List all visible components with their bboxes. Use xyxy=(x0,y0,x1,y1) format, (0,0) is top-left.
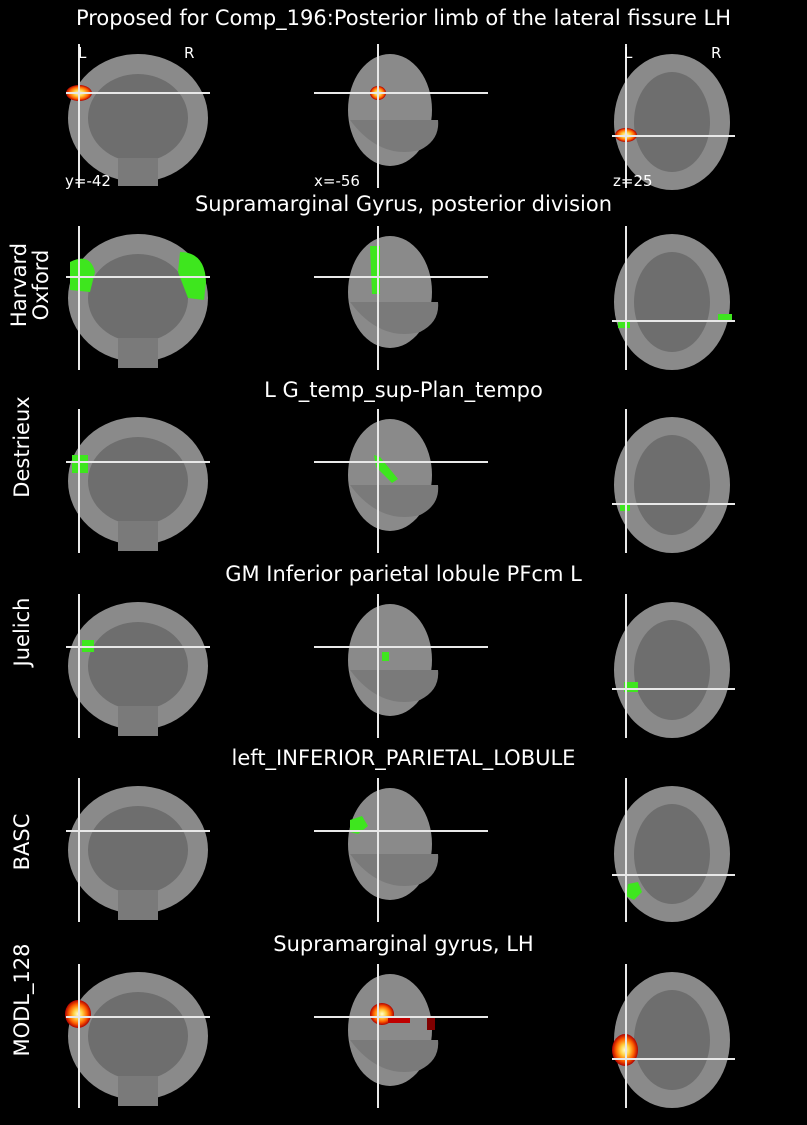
left-label-axial: L xyxy=(624,44,633,62)
sagittal-view xyxy=(314,594,488,738)
y-coordinate: y=-42 xyxy=(65,172,111,190)
coronal-view xyxy=(66,409,210,553)
proposed-component-views xyxy=(66,44,735,190)
x-coordinate: x=-56 xyxy=(314,172,360,190)
atlas-region xyxy=(624,682,638,692)
coronal-view xyxy=(66,594,210,738)
coronal-view xyxy=(66,44,210,188)
atlas-region xyxy=(626,882,642,900)
axial-view xyxy=(612,409,735,553)
harvard-oxford-views xyxy=(66,226,735,370)
sagittal-view xyxy=(314,964,488,1108)
coronal-view xyxy=(66,226,210,370)
right-label-coronal: R xyxy=(184,44,195,62)
axial-view xyxy=(612,226,735,370)
sagittal-view xyxy=(314,226,488,370)
axial-view xyxy=(612,964,735,1108)
row-3-region-label: GM Inferior parietal lobule PFcm L xyxy=(225,562,582,586)
coronal-view xyxy=(65,964,210,1108)
activation-blob xyxy=(427,1016,435,1030)
axial-view xyxy=(612,778,735,922)
coronal-view xyxy=(66,778,210,922)
modl-128-views xyxy=(65,964,735,1108)
basc-views xyxy=(66,778,735,922)
row-2-region-label: L G_temp_sup-Plan_tempo xyxy=(264,378,543,402)
row-5-region-label: Supramarginal gyrus, LH xyxy=(273,932,534,956)
atlas-region xyxy=(350,816,368,834)
sagittal-view xyxy=(314,778,488,922)
juelich-views xyxy=(66,594,735,738)
row-1-region-label: Supramarginal Gyrus, posterior division xyxy=(194,192,613,216)
row-4-region-label: left_INFERIOR_PARIETAL_LOBULE xyxy=(231,746,576,770)
axial-view xyxy=(612,594,735,738)
sagittal-view xyxy=(314,409,488,553)
z-coordinate: z=25 xyxy=(613,172,653,190)
destrieux-views xyxy=(66,409,735,553)
atlas-region xyxy=(618,320,630,328)
right-label-axial: R xyxy=(711,44,722,62)
atlas-region xyxy=(718,314,732,321)
figure-title: Proposed for Comp_196:Posterior limb of … xyxy=(75,6,732,30)
atlas-region xyxy=(382,652,389,661)
axial-view xyxy=(612,44,735,190)
atlas-region xyxy=(70,258,95,292)
sagittal-view xyxy=(314,44,488,188)
left-label-coronal: L xyxy=(78,44,87,62)
activation-blob xyxy=(388,1017,410,1023)
